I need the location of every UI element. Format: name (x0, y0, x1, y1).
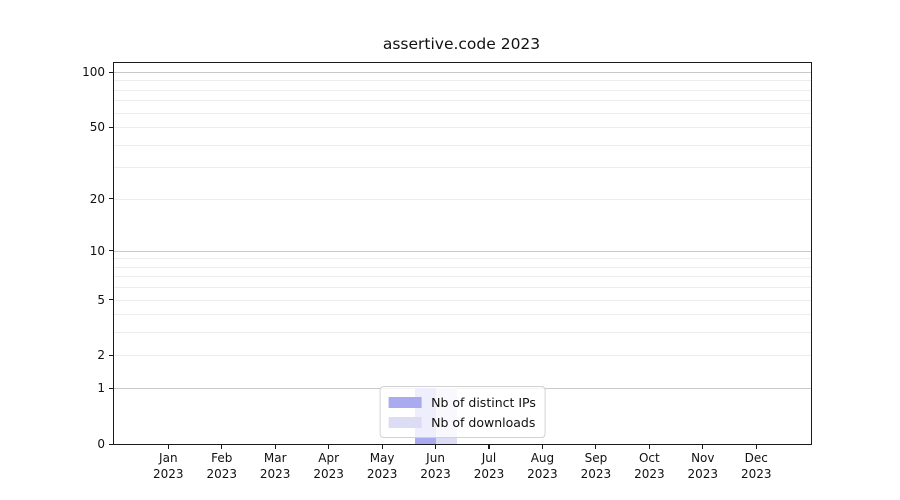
y-tick-label: 0 (97, 437, 105, 451)
major-gridline (114, 72, 811, 74)
major-gridline (114, 250, 811, 252)
minor-gridline (114, 89, 811, 91)
x-tick-mark (488, 445, 490, 449)
y-tick-mark (109, 126, 113, 128)
minor-gridline (114, 287, 811, 289)
minor-gridline (114, 80, 811, 82)
minor-gridline (114, 100, 811, 102)
legend-swatch-downloads-icon (388, 416, 422, 428)
minor-gridline (114, 299, 811, 301)
x-tick-mark (274, 445, 276, 449)
y-tick-label: 2 (97, 348, 105, 363)
y-tick-label: 1 (97, 381, 105, 396)
minor-gridline (114, 276, 811, 278)
x-tick-label: Oct 2023 (634, 451, 665, 481)
y-tick-mark (109, 198, 113, 200)
x-tick-mark (328, 445, 330, 449)
x-tick-mark (702, 445, 704, 449)
x-tick-mark (381, 445, 383, 449)
minor-gridline (114, 266, 811, 268)
plot-area: 100 50 20 10 5 2 1 0 Jan 2023 Feb 2023 Mar 2023 Apr 20… (82, 62, 812, 481)
y-tick-mark (109, 299, 113, 301)
x-tick-mark (221, 445, 223, 449)
x-tick-label: Jun 2023 (420, 451, 451, 481)
x-tick-label: Feb 2023 (206, 451, 238, 481)
x-tick-mark (541, 445, 544, 449)
minor-gridline (114, 198, 811, 200)
legend: Nb of distinct IPs Nb of downloads (379, 386, 546, 438)
minor-gridline (114, 112, 811, 114)
minor-gridline (114, 167, 811, 169)
legend-label-distinct-ips: Nb of distinct IPs (431, 394, 536, 410)
y-tick-label: 5 (97, 292, 105, 307)
y-tick-label: 10 (89, 243, 105, 258)
minor-gridline (114, 144, 811, 146)
x-tick-label: Sep 2023 (580, 451, 612, 481)
x-tick-mark (434, 445, 437, 449)
legend-item-downloads: Nb of downloads (388, 412, 536, 432)
x-tick-label: Dec 2023 (740, 451, 772, 481)
x-tick-label: Apr 2023 (313, 451, 344, 481)
minor-gridline (114, 314, 811, 316)
x-tick-label: Mar 2023 (259, 451, 291, 481)
x-tick-mark (755, 445, 757, 449)
minor-gridline (114, 332, 811, 334)
x-tick-label: Jan 2023 (153, 451, 184, 481)
y-tick-mark (109, 443, 113, 445)
minor-gridline (114, 127, 811, 129)
y-tick-mark (109, 354, 113, 357)
legend-label-downloads: Nb of downloads (431, 414, 536, 430)
x-tick-label: Aug 2023 (527, 451, 558, 481)
minor-gridline (114, 355, 811, 357)
x-tick-label: Jul 2023 (473, 451, 505, 481)
x-tick-mark (167, 445, 169, 449)
x-tick-mark (648, 445, 650, 449)
chart-title: assertive.code 2023 (382, 35, 541, 53)
x-tick-label: Nov 2023 (687, 451, 719, 481)
y-tick-mark (109, 387, 113, 389)
legend-item-distinct-ips: Nb of distinct IPs (388, 392, 536, 412)
x-tick-mark (595, 445, 597, 449)
x-tick-label: May 2023 (366, 451, 398, 481)
minor-gridline (114, 258, 811, 260)
y-tick-label: 100 (82, 65, 105, 80)
y-tick-label: 20 (89, 191, 105, 206)
y-tick-mark (109, 250, 113, 252)
y-tick-label: 50 (89, 120, 105, 135)
y-tick-mark (109, 71, 113, 73)
legend-swatch-distinct-ips-icon (388, 396, 422, 408)
